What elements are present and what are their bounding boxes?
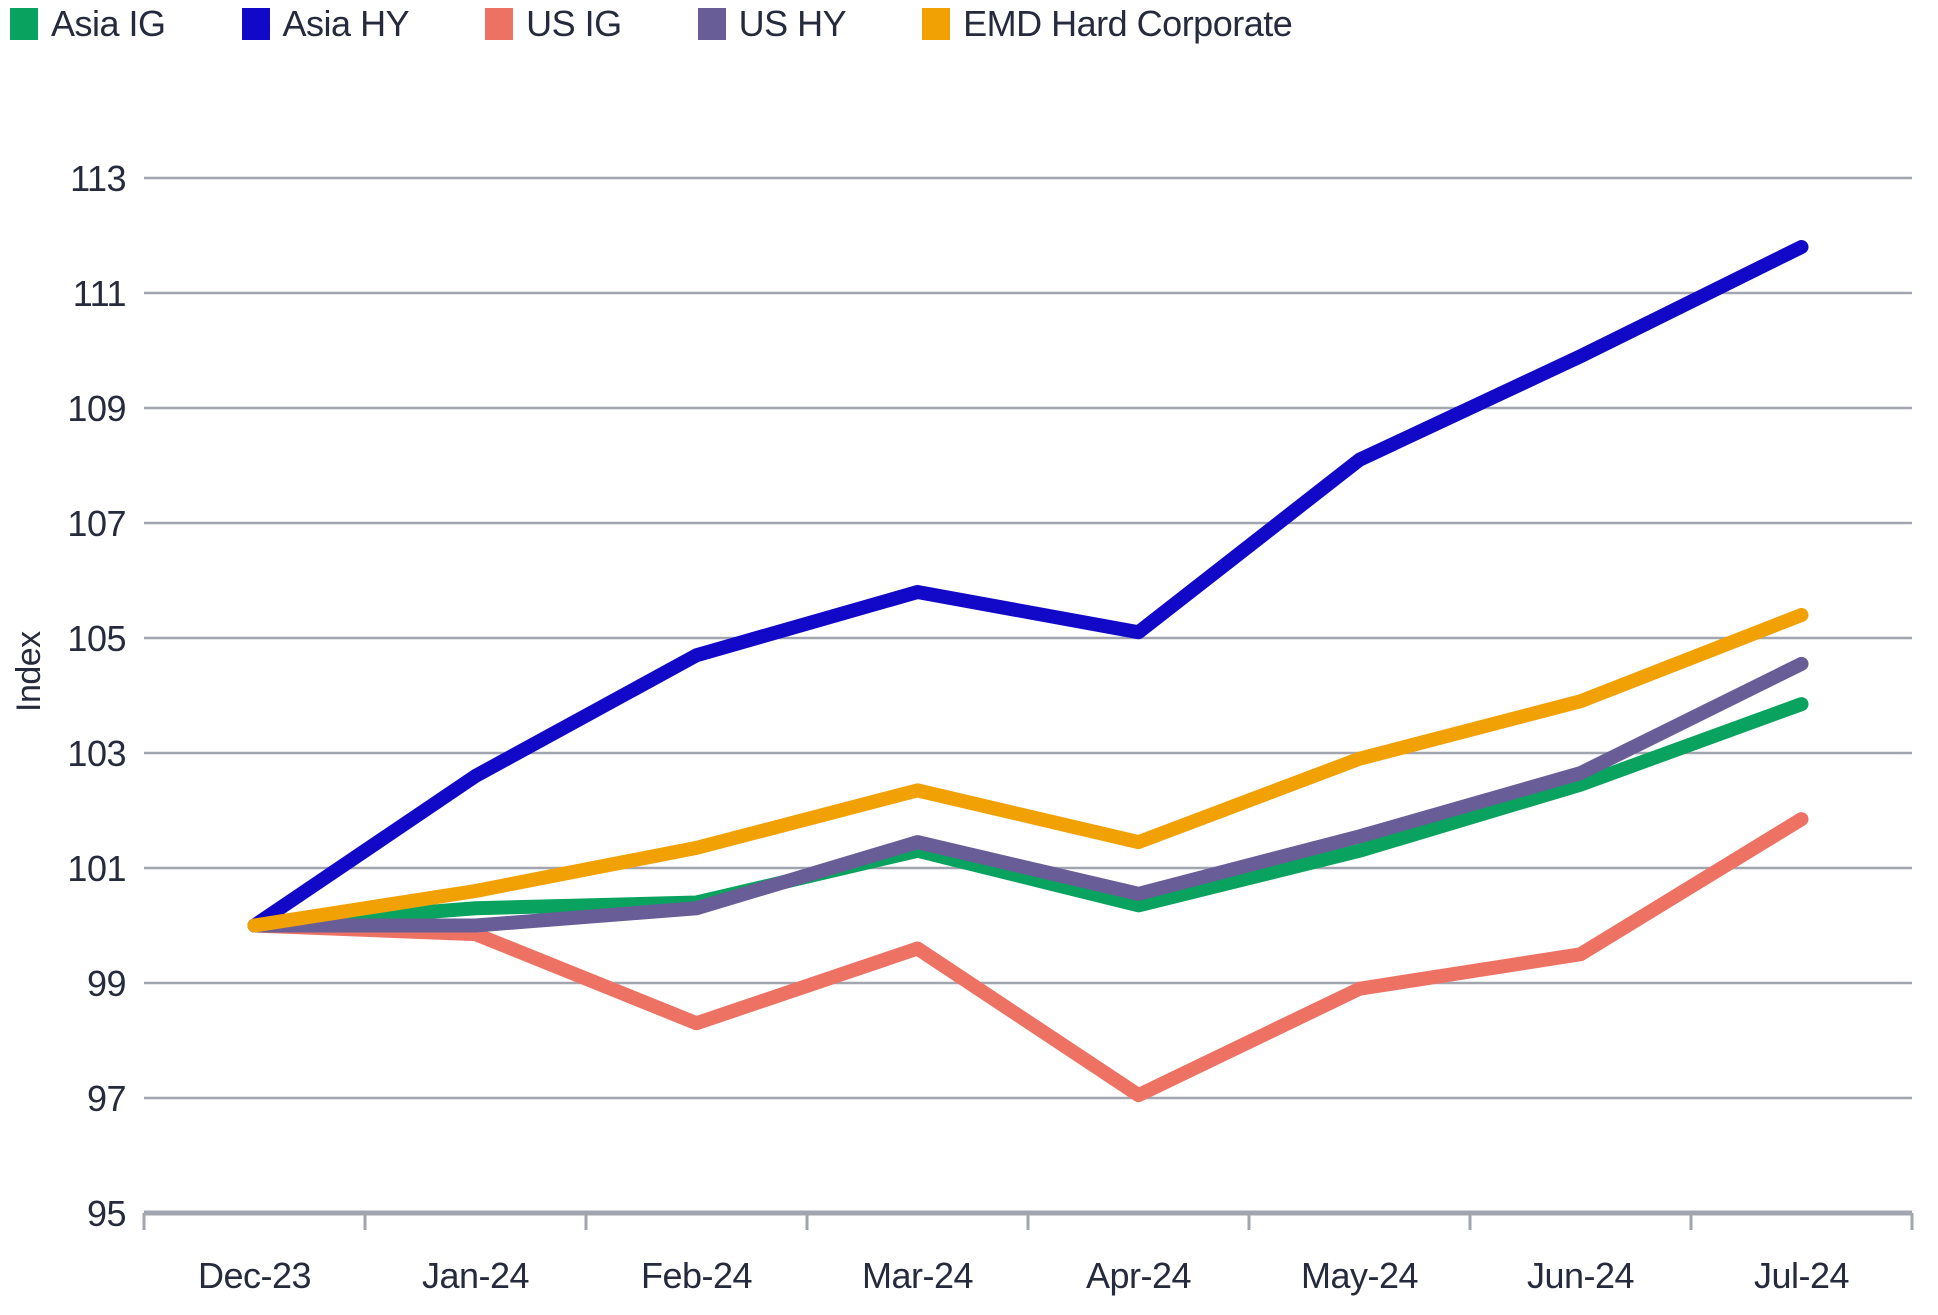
y-tick-label: 113 [70, 158, 126, 199]
legend-item-asia-ig: Asia IG [10, 4, 166, 44]
series-line-emd-hard-corporate [247, 608, 1809, 933]
legend-swatch-asia-hy [241, 8, 270, 40]
x-tick-label: Dec-23 [198, 1255, 311, 1296]
legend-label: EMD Hard Corporate [963, 3, 1293, 44]
x-tick-label: Feb-24 [641, 1255, 752, 1296]
legend-label: Asia HY [282, 3, 410, 44]
x-tick-label: May-24 [1301, 1255, 1418, 1296]
legend-item-us-hy: US HY [697, 3, 847, 44]
y-tick-label: 97 [87, 1078, 126, 1119]
x-tick-label: Mar-24 [862, 1255, 973, 1296]
series-line-us-hy [247, 656, 1809, 933]
legend-swatch-emd-hard-corporate [922, 8, 951, 40]
x-tick-label: Apr-24 [1086, 1255, 1191, 1296]
y-tick-label: 101 [67, 848, 126, 889]
series-line-asia-hy [247, 240, 1809, 933]
x-tick-label: Jul-24 [1754, 1255, 1849, 1296]
chart-legend: Asia IG Asia HY US IG US HY EMD Hard Corpora… [10, 3, 1293, 44]
legend-swatch-asia-ig [10, 8, 38, 40]
legend-item-us-ig: US IG [485, 4, 622, 44]
series-line-asia-ig [247, 697, 1809, 933]
y-tick-label: 99 [87, 963, 126, 1004]
y-tick-label: 107 [67, 503, 126, 544]
x-tick-label: Jan-24 [422, 1255, 529, 1296]
legend-swatch-us-ig [485, 8, 514, 40]
y-tick-label: 103 [67, 733, 126, 774]
legend-label: US HY [738, 3, 847, 44]
legend-item-emd-hard-corporate: EMD Hard Corporate [922, 3, 1293, 44]
y-tick-label: 111 [73, 273, 126, 314]
legend-swatch-us-hy [697, 8, 726, 40]
legend-label: US IG [526, 3, 622, 44]
series-line-us-ig [247, 812, 1809, 1103]
y-tick-label: 105 [67, 618, 126, 659]
y-tick-label: 95 [87, 1193, 126, 1234]
legend-label: Asia IG [51, 3, 166, 44]
legend-item-asia-hy: Asia HY [241, 3, 410, 44]
y-tick-label: 109 [67, 388, 126, 429]
x-tick-label: Jun-24 [1527, 1255, 1634, 1296]
